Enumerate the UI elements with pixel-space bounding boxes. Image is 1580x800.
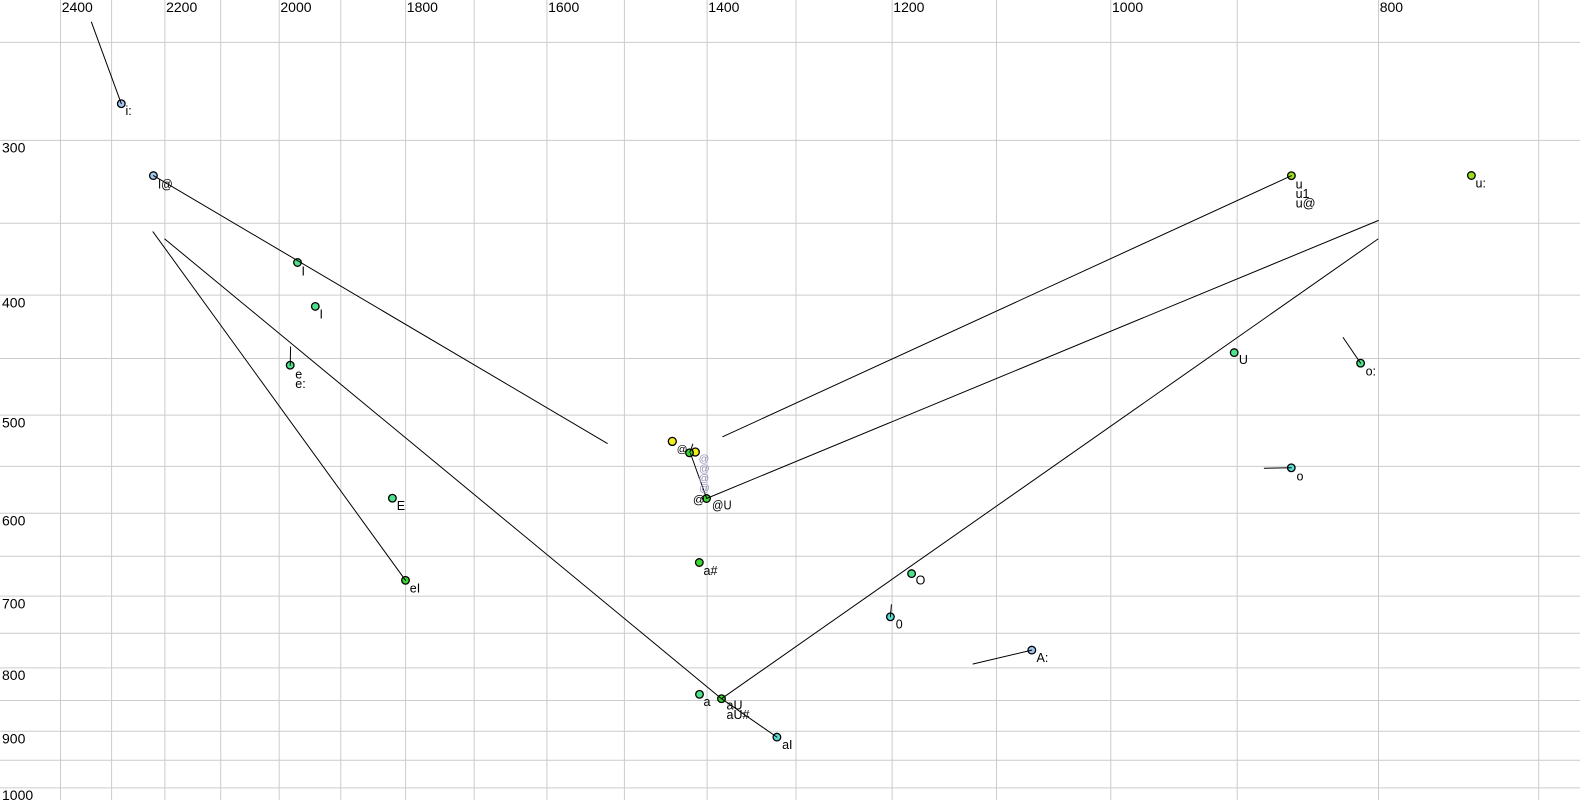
svg-text:1000: 1000	[1112, 0, 1143, 15]
svg-text:u@: u@	[1296, 197, 1316, 211]
svg-text:900: 900	[2, 730, 26, 746]
svg-text:1400: 1400	[708, 0, 739, 15]
svg-text:2400: 2400	[62, 0, 93, 15]
svg-text:e:: e:	[295, 377, 305, 391]
svg-text:O: O	[916, 573, 926, 587]
svg-text:aI: aI	[782, 738, 792, 752]
svg-text:0: 0	[896, 617, 903, 631]
svg-text:1600: 1600	[548, 0, 579, 15]
svg-text:o:: o:	[1366, 364, 1376, 378]
svg-text:@: @	[699, 463, 710, 475]
svg-text:@U: @U	[712, 498, 732, 512]
svg-text:@: @	[693, 493, 705, 507]
svg-text:i:: i:	[126, 104, 132, 118]
svg-text:U: U	[1239, 353, 1248, 367]
svg-text:eI: eI	[410, 582, 420, 596]
svg-text:a: a	[704, 695, 711, 709]
svg-text:400: 400	[2, 294, 26, 310]
svg-text:A:: A:	[1037, 651, 1049, 665]
svg-text:500: 500	[2, 414, 26, 430]
svg-text:u: u	[1296, 177, 1303, 191]
svg-text:E: E	[397, 499, 405, 513]
svg-text:800: 800	[1380, 0, 1404, 15]
svg-text:aU#: aU#	[727, 708, 750, 722]
svg-text:@: @	[699, 453, 710, 465]
svg-text:@: @	[699, 473, 710, 485]
svg-text:o: o	[1297, 469, 1304, 483]
svg-text:I: I	[302, 265, 305, 279]
svg-text:800: 800	[2, 667, 26, 683]
svg-text:u1: u1	[1296, 187, 1310, 201]
svg-text:300: 300	[2, 140, 26, 156]
svg-text:1200: 1200	[893, 0, 924, 15]
svg-text:I: I	[320, 308, 323, 322]
svg-text:600: 600	[2, 512, 26, 528]
svg-text:I@: I@	[158, 178, 173, 192]
svg-text:e: e	[295, 367, 302, 381]
svg-text:700: 700	[2, 595, 26, 611]
svg-text:2200: 2200	[166, 0, 197, 15]
svg-text:aU: aU	[727, 698, 743, 712]
svg-text:@: @	[677, 443, 688, 455]
svg-text:@: @	[699, 482, 710, 494]
svg-text:a#: a#	[704, 564, 718, 578]
svg-text:1000: 1000	[2, 787, 33, 800]
svg-text:u:: u:	[1476, 176, 1486, 190]
svg-text:1800: 1800	[407, 0, 438, 15]
svg-text:2000: 2000	[280, 0, 311, 15]
